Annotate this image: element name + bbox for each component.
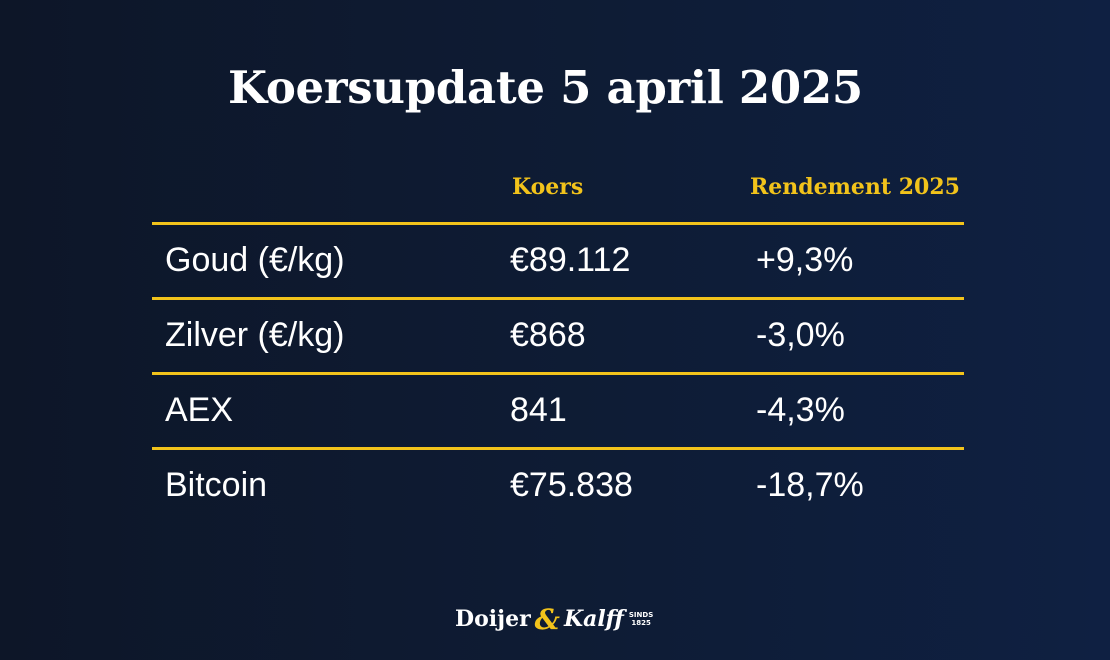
table-row-goud: Goud (€/kg) €89.112 +9,3% xyxy=(152,225,964,300)
asset-name: Zilver (€/kg) xyxy=(165,316,345,354)
asset-name: AEX xyxy=(165,391,234,429)
asset-name: Bitcoin xyxy=(165,466,268,504)
logo-doijer: Doijer xyxy=(455,606,531,632)
table-row-bitcoin: Bitcoin €75.838 -18,7% xyxy=(152,450,964,522)
asset-koers: €75.838 xyxy=(510,466,633,504)
asset-koers: €89.112 xyxy=(510,241,631,279)
asset-rendement: +9,3% xyxy=(756,241,854,279)
price-table: Koers Rendement 2025 Goud (€/kg) €89.112… xyxy=(152,166,964,522)
logo-since-mark: SINDS 1825 xyxy=(629,611,653,627)
logo-year: 1825 xyxy=(631,619,651,627)
asset-rendement: -18,7% xyxy=(756,466,864,504)
logo-kalff: Kalff xyxy=(563,606,624,632)
page-title: Koersupdate 5 april 2025 xyxy=(228,61,863,114)
logo-ampersand: & xyxy=(534,602,560,636)
table-row-zilver: Zilver (€/kg) €868 -3,0% xyxy=(152,300,964,375)
column-header-rendement: Rendement 2025 xyxy=(750,174,960,200)
asset-rendement: -3,0% xyxy=(756,316,845,354)
logo-sinds-text: SINDS xyxy=(628,611,654,619)
table-row-aex: AEX 841 -4,3% xyxy=(152,375,964,450)
table-header-row: Koers Rendement 2025 xyxy=(152,166,964,225)
asset-name: Goud (€/kg) xyxy=(165,241,345,279)
asset-koers: €868 xyxy=(510,316,586,354)
doijer-kalff-logo: Doijer & Kalff SINDS 1825 xyxy=(455,600,653,638)
asset-rendement: -4,3% xyxy=(756,391,845,429)
column-header-koers: Koers xyxy=(512,174,584,200)
asset-koers: 841 xyxy=(510,391,567,429)
